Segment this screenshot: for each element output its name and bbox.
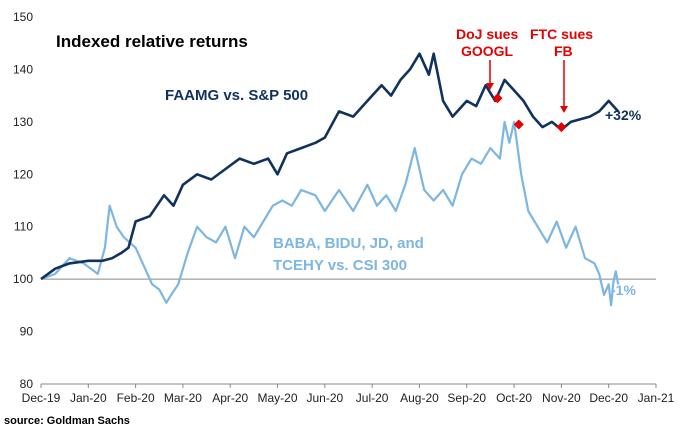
x-tick-label: Oct-20 xyxy=(496,391,532,405)
series-label-faamg: FAAMG vs. S&P 500 xyxy=(165,87,308,104)
x-tick-label: Dec-20 xyxy=(589,391,628,405)
x-tick-label: Dec-19 xyxy=(22,391,61,405)
y-axis: 80 90 100 110 120 130 140 150 xyxy=(13,10,33,391)
x-tick-label: Aug-20 xyxy=(400,391,439,405)
y-tick-label: 140 xyxy=(13,62,33,76)
end-label-chinese-tech: -1% xyxy=(611,282,636,298)
series-line-chinese-tech xyxy=(40,120,620,307)
y-tick-label: 90 xyxy=(20,325,34,339)
annotation-doj-arrowhead xyxy=(486,83,494,90)
y-tick-label: 120 xyxy=(13,167,33,181)
y-tick-label: 100 xyxy=(13,272,33,286)
annotation-ftc-line2: FB xyxy=(554,43,573,59)
series-label-chinese-tech-line2: TCEHY vs. CSI 300 xyxy=(273,257,407,274)
x-tick-label: May-20 xyxy=(258,391,298,405)
x-axis: Dec-19 Jan-20 Feb-20 Mar-20 Apr-20 May-20 Jun-… xyxy=(22,384,675,405)
annotation-doj-line2: GOOGL xyxy=(461,43,514,59)
annotation-doj-line1: DoJ sues xyxy=(456,26,518,42)
x-tick-label: Jun-20 xyxy=(306,391,343,405)
x-tick-label: Apr-20 xyxy=(212,391,248,405)
x-tick-label: Jan-21 xyxy=(638,391,675,405)
y-tick-label: 150 xyxy=(13,10,33,24)
annotation-ftc-arrowhead xyxy=(560,106,568,113)
x-tick-label: Nov-20 xyxy=(542,391,581,405)
chart-title: Indexed relative returns xyxy=(56,32,248,51)
y-tick-label: 80 xyxy=(20,377,34,391)
series-label-chinese-tech-line1: BABA, BIDU, JD, and xyxy=(273,235,424,252)
event-marker xyxy=(492,93,503,104)
y-tick-label: 130 xyxy=(13,115,33,129)
event-marker xyxy=(513,119,524,130)
y-tick-label: 110 xyxy=(14,220,33,234)
end-label-faamg: +32% xyxy=(605,107,642,123)
x-tick-label: Mar-20 xyxy=(164,391,202,405)
event-marker xyxy=(556,122,567,133)
series-line-faamg xyxy=(40,52,620,281)
source-note: source: Goldman Sachs xyxy=(4,415,130,427)
x-tick-label: Feb-20 xyxy=(117,391,155,405)
annotation-ftc-line1: FTC sues xyxy=(530,26,593,42)
x-tick-label: Jan-20 xyxy=(70,391,107,405)
x-tick-label: Jul-20 xyxy=(356,391,389,405)
event-markers xyxy=(492,93,567,133)
x-tick-label: Sep-20 xyxy=(447,391,486,405)
